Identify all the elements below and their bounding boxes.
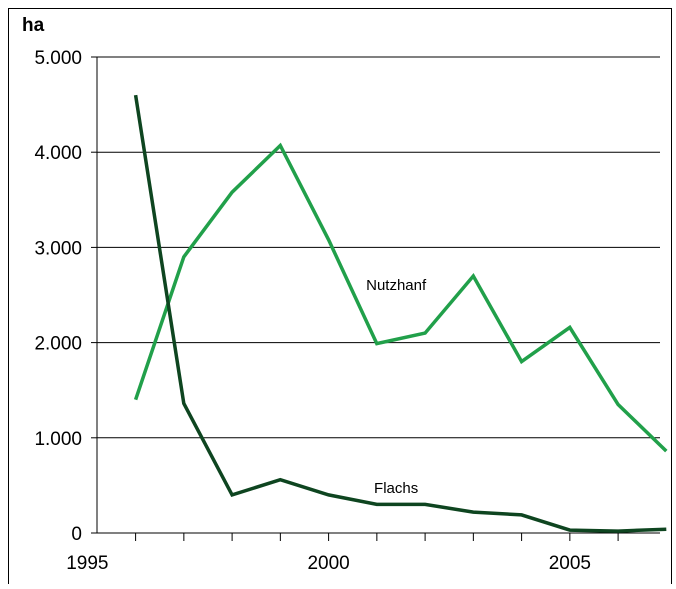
y-tick-label-4: 4.000 (34, 143, 82, 164)
labels: 0 1.000 2.000 3.000 4.000 5.000 1995 2000 2005 ha… (22, 15, 591, 574)
series-label-flachs: Flachs (374, 480, 418, 497)
y-axis-unit-label: ha (22, 15, 45, 36)
chart-frame (8, 8, 672, 584)
series-line-nutzhanf (133, 142, 668, 453)
series-line-flachs (133, 94, 667, 533)
x-tick-label-1: 2000 (307, 553, 349, 574)
y-tick-label-5: 5.000 (34, 48, 82, 69)
axes (91, 56, 660, 541)
y-tick-label-1: 1.000 (34, 429, 82, 450)
y-tick-label-0: 0 (71, 524, 82, 545)
x-tick-label-2: 2005 (549, 553, 591, 574)
y-tick-label-3: 3.000 (34, 238, 82, 259)
series-lines (133, 94, 668, 533)
y-tick-label-2: 2.000 (34, 334, 82, 355)
series-label-nutzhanf: Nutzhanf (366, 277, 427, 294)
x-tick-label-0: 1995 (66, 553, 108, 574)
